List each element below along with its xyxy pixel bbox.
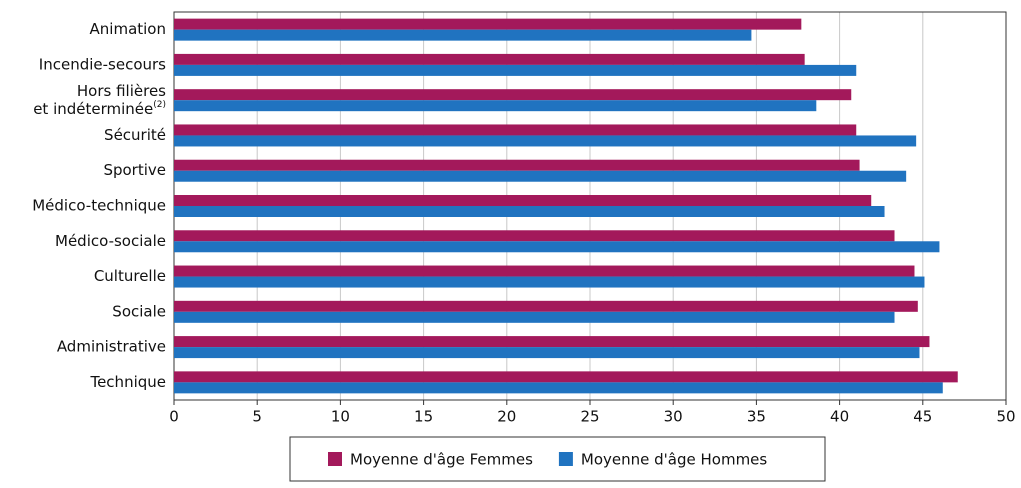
x-tick-label: 35 [747, 408, 766, 426]
legend-box [289, 436, 826, 482]
x-tick-label: 25 [580, 408, 599, 426]
x-tick-label: 0 [169, 408, 179, 426]
y-tick-label: Sportive [103, 161, 166, 179]
bar [174, 336, 930, 348]
x-tick-label: 5 [252, 408, 262, 426]
bar [174, 195, 872, 206]
legend-swatch [558, 452, 573, 466]
x-tick-label: 10 [331, 408, 350, 426]
bar [174, 124, 857, 136]
y-tick-label: Hors filières et indéterminée(2) [33, 82, 166, 118]
y-tick-label: Médico-sociale [55, 232, 166, 250]
x-tick-label: 40 [830, 408, 849, 426]
y-tick-label: Culturelle [94, 267, 166, 285]
bar [174, 276, 925, 288]
bar [174, 29, 752, 41]
y-tick-label: Médico-technique [32, 197, 166, 215]
x-tick-label: 45 [913, 408, 932, 426]
bar [174, 230, 895, 242]
bar [174, 159, 860, 171]
bar [174, 382, 943, 394]
bar [174, 64, 857, 76]
y-tick-label: Animation [90, 20, 166, 38]
x-tick-label: 50 [996, 408, 1015, 426]
legend-label: Moyenne d'âge Femmes [350, 451, 533, 469]
bar [174, 135, 917, 147]
y-tick-label: Administrative [57, 338, 166, 356]
bar [174, 100, 817, 112]
legend-swatch [328, 452, 342, 466]
x-tick-label: 30 [664, 408, 683, 426]
bar [174, 89, 852, 101]
bar [174, 347, 920, 359]
legend-label: Moyenne d'âge Hommes [581, 451, 767, 469]
y-tick-label: Sécurité [104, 126, 166, 144]
bar [174, 300, 918, 312]
bar [174, 265, 915, 277]
x-tick-label: 15 [414, 408, 433, 426]
bar [174, 206, 885, 217]
bar [174, 311, 895, 323]
bar [174, 18, 802, 30]
y-tick-label: Technique [89, 373, 166, 391]
bar [174, 53, 805, 65]
x-tick-label: 20 [497, 408, 516, 426]
y-tick-label: Sociale [112, 302, 166, 320]
bar [174, 371, 958, 383]
y-tick-label: Incendie-secours [39, 55, 166, 73]
bar [174, 241, 940, 253]
bar [174, 170, 907, 182]
